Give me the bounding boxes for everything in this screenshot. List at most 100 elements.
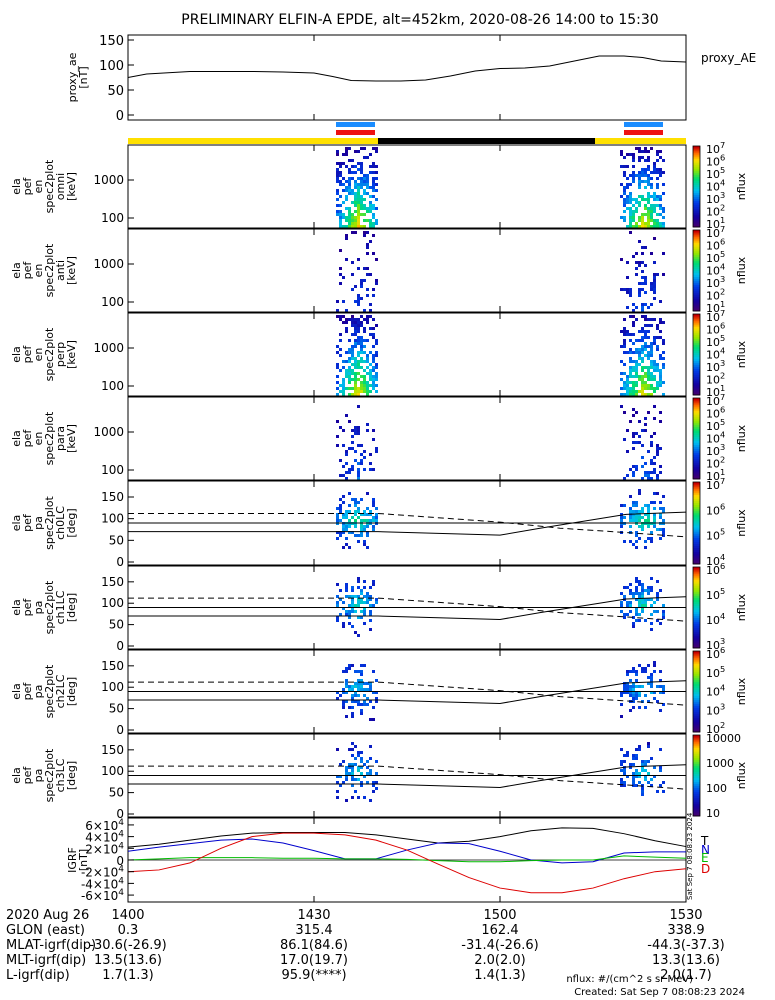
- cbar-tick-en-omni-2: 103: [706, 190, 725, 206]
- panel-proxy_ae: proxy_ae[nT] 0 50 100 150 proxy_AE: [66, 34, 756, 124]
- cbar-tick-pa-ch3-2: 1000: [706, 757, 734, 770]
- cbar-tick-pa-ch0-2: 106: [706, 501, 725, 517]
- ylabel-pa-ch3-0: ela: [10, 767, 23, 784]
- xrow-2-val-3: 13.3(13.6): [652, 953, 720, 968]
- cbar-tick-pa-ch0-3: 107: [706, 476, 725, 492]
- frame-en-para: [127, 396, 687, 481]
- ytick-igrf-2: -2×104: [81, 865, 124, 880]
- xrow-0-val-1: 315.4: [295, 923, 332, 938]
- ylabel-pa-ch1-4: ch1LC: [54, 590, 67, 624]
- ylabel-pa-ch2-2: pa: [32, 685, 45, 699]
- cbar-tick-en-perp-5: 106: [706, 321, 725, 337]
- xrow-label-0: GLON (east): [6, 923, 85, 938]
- ylabel-en-omni-5: [keV]: [65, 172, 78, 201]
- ytick-proxy-ae-0: 0: [116, 109, 124, 124]
- ylabel-pa-ch1-2: pa: [32, 601, 45, 615]
- zone-marker-red-0: [336, 130, 375, 135]
- cbar-tick-en-para-2: 103: [706, 442, 725, 458]
- ylabel-en-perp-5: [keV]: [65, 340, 78, 369]
- ylabel-pa-ch2-5: [deg]: [65, 677, 78, 706]
- zone-marker-blue-1: [624, 122, 663, 127]
- ytick-en-perp-1: 1000: [93, 341, 124, 355]
- cbar-tick-pa-ch0-1: 105: [706, 527, 725, 543]
- losscone-lines-pa-ch3: [128, 764, 687, 790]
- cbar-tick-pa-ch2-4: 106: [706, 645, 725, 661]
- cbar-label-pa-ch1: nflux: [735, 593, 748, 621]
- ylabel-en-anti-2: en: [32, 264, 45, 278]
- ylabel-en-anti-1: pef: [21, 261, 34, 280]
- cbar-tick-en-perp-3: 104: [706, 346, 725, 362]
- ytick-pa-ch2-0: 0: [116, 723, 124, 737]
- heatmap-pa-ch1: [336, 577, 665, 637]
- ytick-igrf-3: 0: [116, 854, 124, 868]
- xrow-0-val-2: 162.4: [481, 923, 518, 938]
- ylabel-en-para-5: [keV]: [65, 424, 78, 453]
- ylabel-en-perp-3: spec2plot: [43, 327, 56, 381]
- legend-igrf-N: N: [701, 843, 710, 857]
- heatmap-en-para: [336, 405, 662, 480]
- igrf-line-T: [127, 827, 687, 848]
- cbar-tick-en-omni-6: 107: [706, 140, 725, 156]
- ylabel-pa-ch2-3: spec2plot: [43, 664, 56, 718]
- ylabel-en-anti-3: spec2plot: [43, 243, 56, 297]
- ytick-igrf-6: 6×104: [85, 818, 124, 833]
- zone-marker-blue-0: [336, 122, 375, 127]
- ytick-igrf-4: 2×104: [85, 841, 124, 856]
- panel-pa-ch2: elapefpaspec2plotch2LC[deg]0501001501021…: [10, 645, 748, 737]
- frame-pa-ch2: [127, 649, 687, 734]
- ytick-en-anti-0: 100: [101, 295, 124, 309]
- ylabel-en-para-2: en: [32, 432, 45, 446]
- cbar-label-en-perp: nflux: [735, 340, 748, 368]
- xtick-1500: 1500: [483, 908, 516, 923]
- panel-en-omni: elapefenspec2plotomni[keV]10010001011021…: [10, 140, 748, 231]
- xtick-1430: 1430: [297, 908, 330, 923]
- cbar-tick-en-perp-1: 102: [706, 371, 725, 387]
- losscone-lines-pa-ch0: [128, 511, 687, 538]
- ylabel-proxy_ae-1: [nT]: [77, 66, 90, 88]
- cbar-tick-en-omni-5: 106: [706, 153, 725, 169]
- cbar-label-pa-ch0: nflux: [735, 509, 748, 537]
- ylabel-en-omni-3: spec2plot: [43, 159, 56, 213]
- ytick-pa-ch2-3: 150: [101, 659, 124, 673]
- heatmap-pa-ch0: [336, 489, 665, 549]
- cbar-tick-en-omni-3: 104: [706, 178, 725, 194]
- cbar-tick-pa-ch2-1: 103: [706, 701, 725, 717]
- panel-en-para: elapefenspec2plotpara[keV]10010001011021…: [10, 392, 748, 483]
- ylabel-pa-ch2-4: ch2LC: [54, 674, 67, 708]
- ylabel-pa-ch1-3: spec2plot: [43, 580, 56, 634]
- ytick-en-perp-0: 100: [101, 379, 124, 393]
- zone-marker-red-1: [624, 130, 663, 135]
- ylabel-en-omni-2: en: [32, 180, 45, 194]
- cbar-tick-en-anti-0: 101: [706, 299, 725, 315]
- ylabel-en-omni-4: omni: [54, 173, 67, 200]
- xrow-3-val-3: 2.0(1.7): [660, 968, 712, 983]
- cbar-tick-en-perp-0: 101: [706, 383, 725, 399]
- xtick-1400: 1400: [111, 908, 144, 923]
- frame-pa-ch3: [127, 733, 687, 818]
- ytick-pa-ch1-1: 50: [109, 618, 124, 632]
- xlabel-header: 2020 Aug 26: [6, 908, 89, 923]
- ylabel-en-perp-4: perp: [54, 342, 67, 367]
- ytick-pa-ch0-1: 50: [109, 533, 124, 547]
- ylabel-pa-ch3-4: ch3LC: [54, 758, 67, 792]
- ytick-pa-ch3-0: 0: [116, 807, 124, 821]
- ylabel-pa-ch2-0: ela: [10, 683, 23, 700]
- panel-pa-ch3: elapefpaspec2plotch3LC[deg]0501001501010…: [10, 732, 748, 821]
- xrow-label-3: L-igrf(dip): [6, 968, 70, 983]
- ytick-pa-ch2-2: 100: [101, 680, 124, 694]
- cbar-label-en-omni: nflux: [735, 172, 748, 200]
- cbar-tick-pa-ch1-0: 103: [706, 636, 725, 652]
- panel-en-perp: elapefenspec2plotperp[keV]10010001011021…: [10, 308, 748, 399]
- legend-igrf-D: D: [701, 862, 710, 876]
- ylabel-en-anti-4: anti: [54, 260, 67, 281]
- ylabel-en-para-1: pef: [21, 429, 34, 448]
- cbar-tick-en-para-0: 101: [706, 467, 725, 483]
- cbar-label-en-para: nflux: [735, 424, 748, 452]
- ylabel-en-perp-0: ela: [10, 346, 23, 363]
- cbar-tick-en-para-5: 106: [706, 405, 725, 421]
- heatmap-en-omni: [336, 147, 665, 228]
- science-zone-bar: [128, 122, 686, 144]
- cbar-tick-en-perp-4: 105: [706, 333, 725, 349]
